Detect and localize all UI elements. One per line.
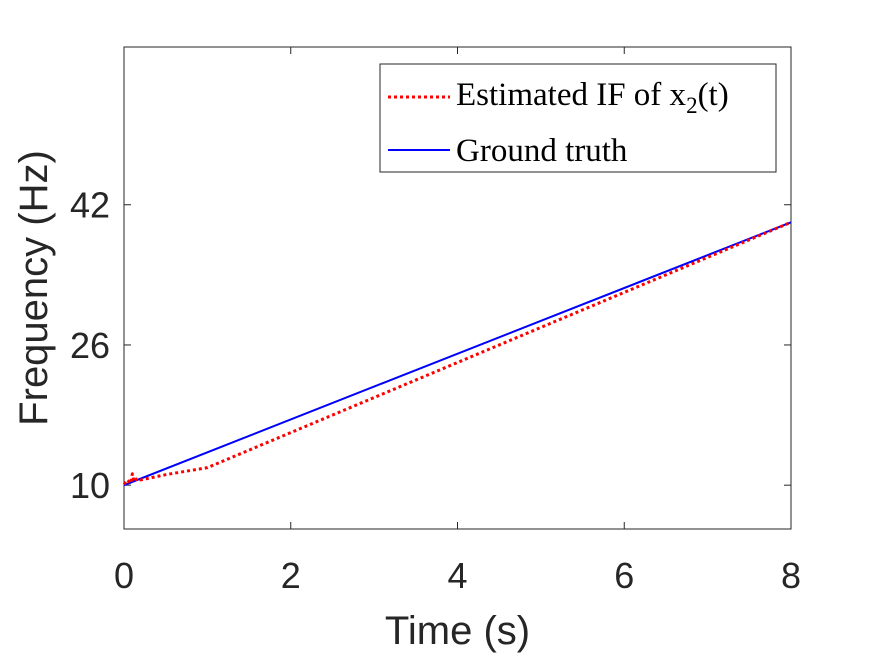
y-axis-label: Frequency (Hz) bbox=[12, 150, 56, 426]
x-tick-label: 4 bbox=[447, 555, 467, 596]
x-tick-label: 6 bbox=[614, 555, 634, 596]
x-tick-label: 0 bbox=[114, 555, 134, 596]
legend-label-estimated: Estimated IF of x2(t) bbox=[456, 77, 729, 118]
legend-label-ground-truth: Ground truth bbox=[456, 133, 628, 169]
y-tick-label: 26 bbox=[70, 325, 110, 366]
legend-estimated-suffix: (t) bbox=[698, 77, 729, 113]
x-tick-label: 8 bbox=[781, 555, 801, 596]
x-axis-label: Time (s) bbox=[385, 609, 530, 653]
legend-box bbox=[379, 63, 777, 173]
x-tick-label: 2 bbox=[281, 555, 301, 596]
legend-estimated-prefix: Estimated IF of x bbox=[456, 77, 687, 113]
legend: Estimated IF of x2(t) Ground truth bbox=[379, 63, 777, 173]
y-tick-label: 42 bbox=[70, 185, 110, 226]
legend-estimated-sub: 2 bbox=[686, 93, 698, 118]
y-tick-label: 10 bbox=[70, 465, 110, 506]
series-line-ground-truth bbox=[123, 221, 792, 487]
series-layer bbox=[122, 220, 792, 487]
series-line-estimated bbox=[122, 220, 792, 486]
